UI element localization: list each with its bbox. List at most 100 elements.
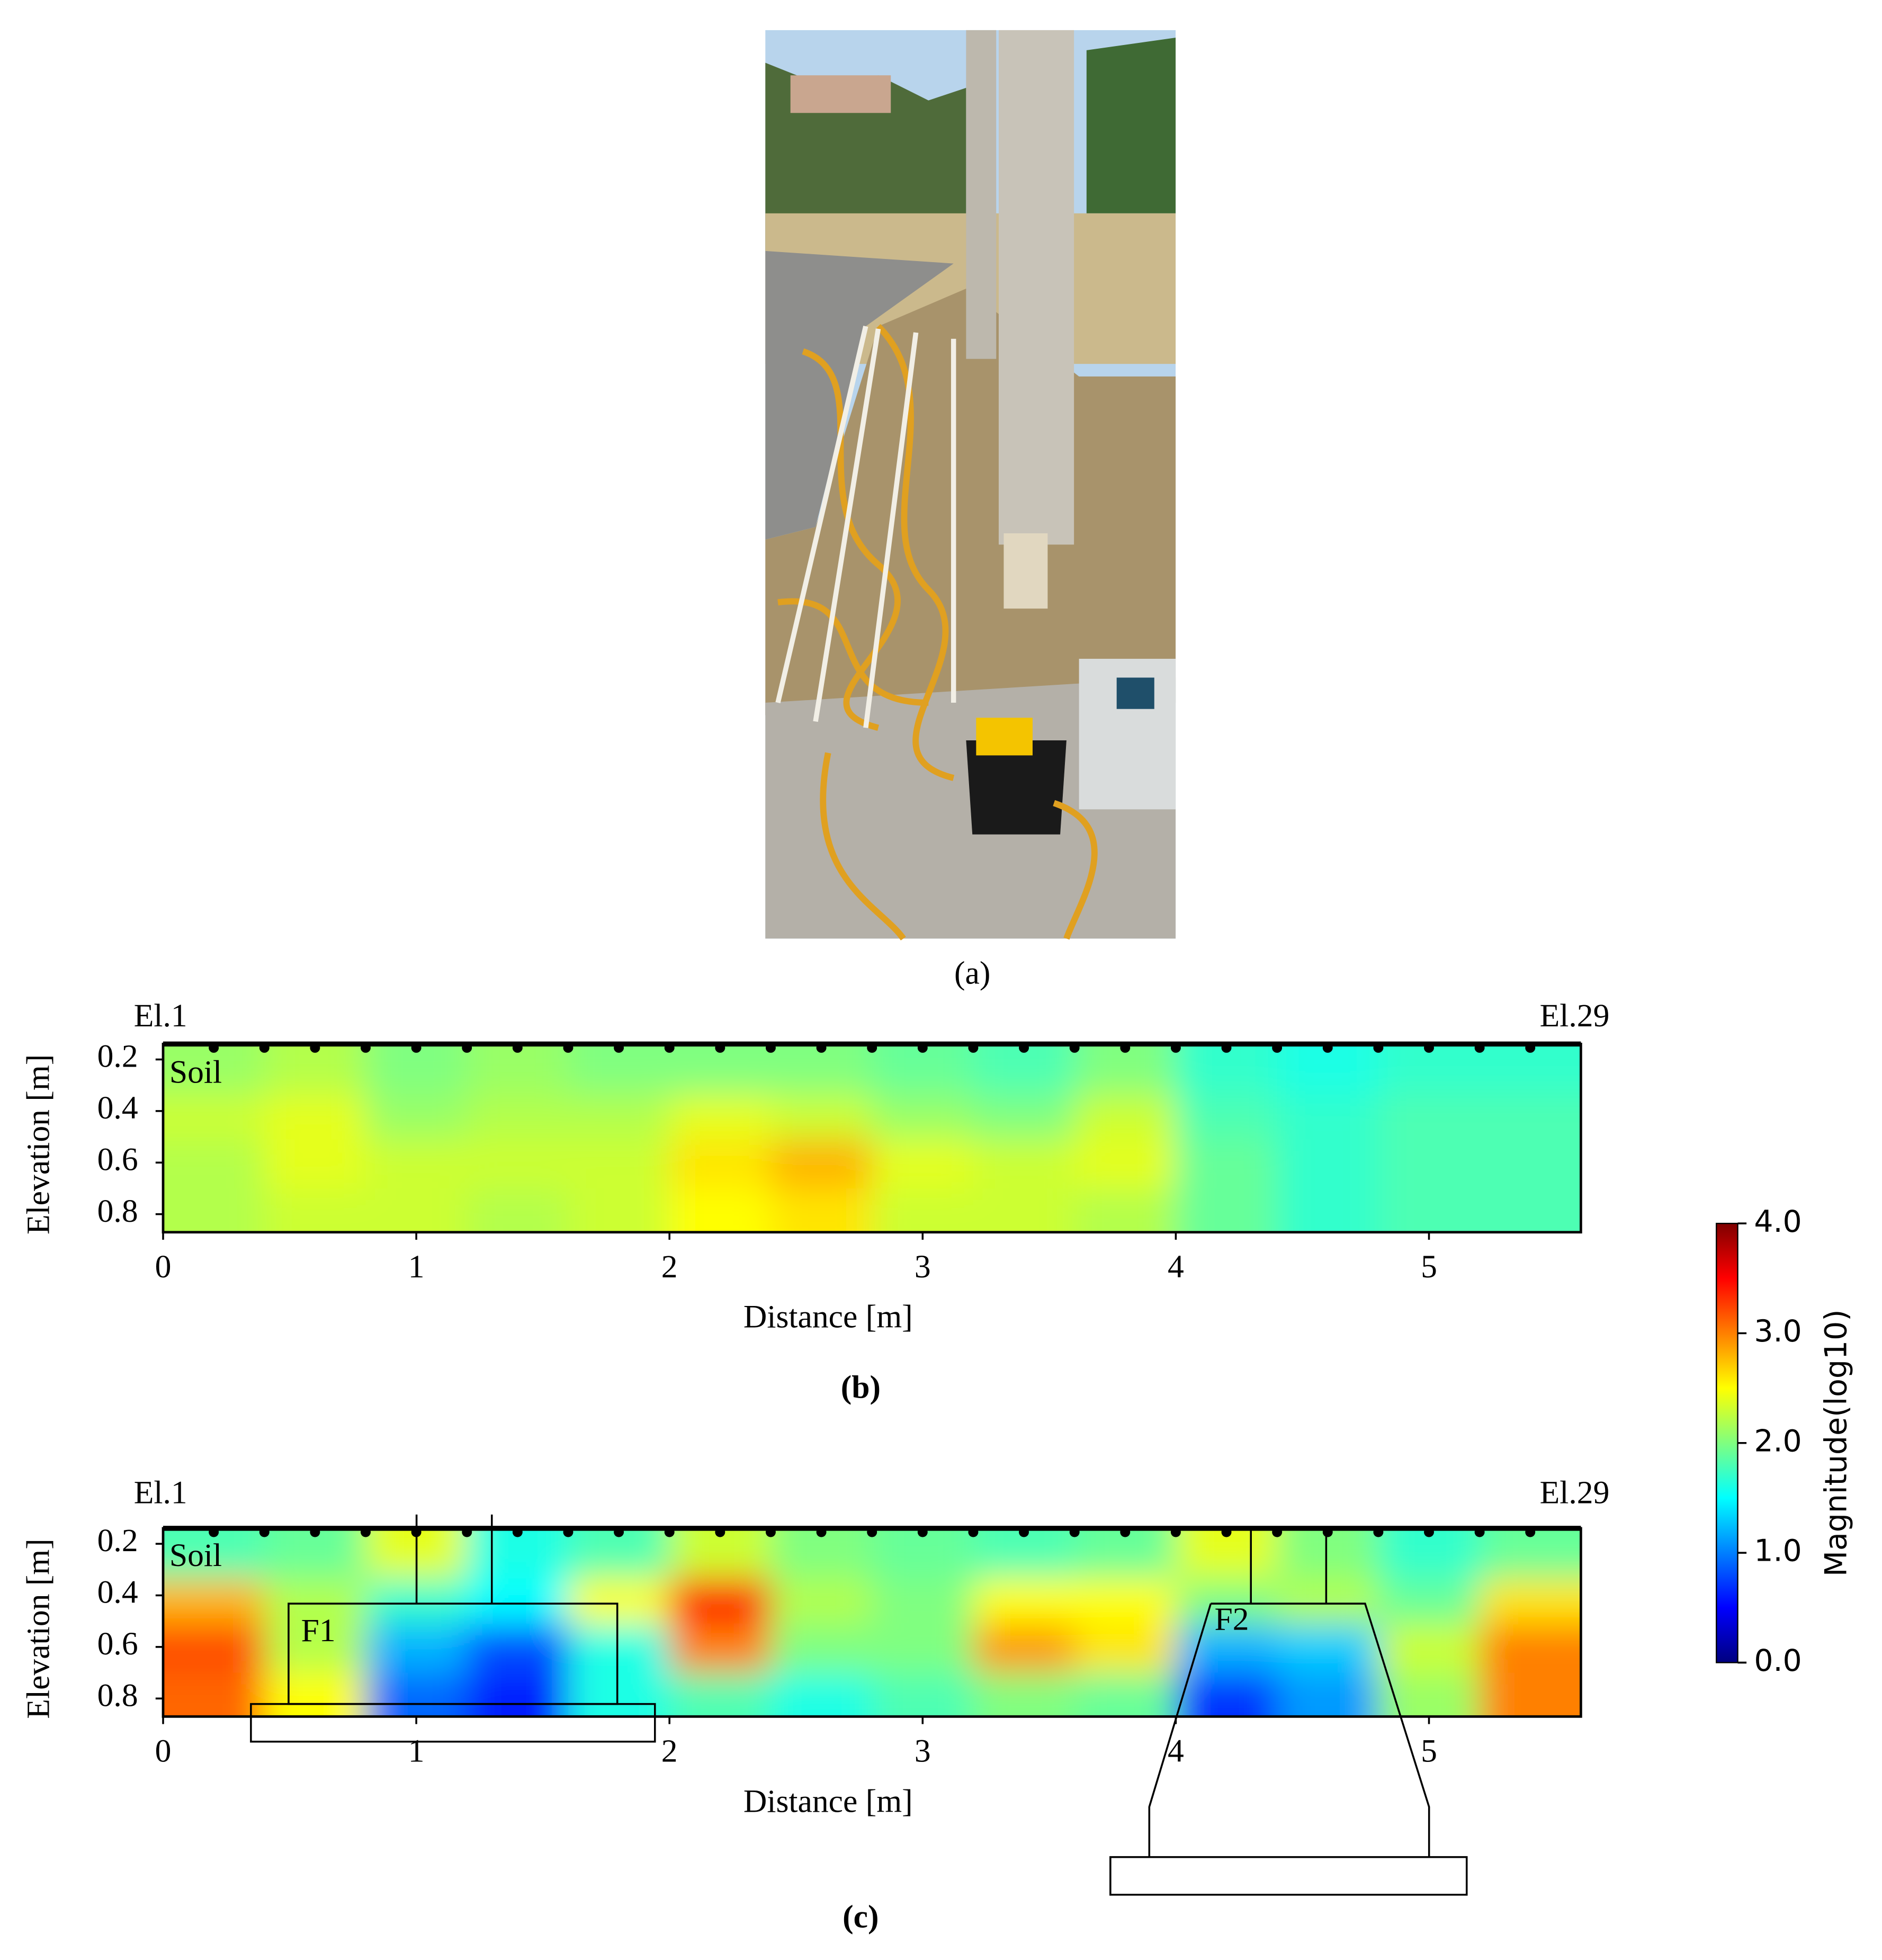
heatmap-cell [365, 1139, 469, 1190]
y-tick-label: 0.8 [97, 1193, 138, 1229]
heatmap-cell [467, 1139, 570, 1190]
heatmap-cell [872, 1188, 975, 1232]
heatmap-cells [163, 1044, 1581, 1232]
heatmap-cell [770, 1139, 874, 1190]
heatmap-cell [163, 1672, 266, 1717]
electrode [563, 1527, 573, 1537]
electrode [512, 1527, 523, 1537]
heatmap-cell [669, 1094, 772, 1141]
heatmap-cell [669, 1188, 772, 1232]
heatmap-cell [1176, 1672, 1279, 1717]
x-axis-label: Distance [m] [743, 1783, 913, 1819]
heatmap-cell [1176, 1188, 1279, 1232]
electrode-label: El.1 [134, 1474, 187, 1510]
heatmap-cell [1176, 1094, 1279, 1141]
heatmap-cell [770, 1624, 874, 1674]
x-tick-label: 3 [915, 1733, 931, 1769]
heatmap-cell [264, 1188, 367, 1232]
electrode [664, 1527, 675, 1537]
heatmap [163, 1528, 1581, 1717]
heatmap-cell [669, 1624, 772, 1674]
electrode [1069, 1527, 1080, 1537]
heatmap-cell [1378, 1139, 1481, 1190]
heatmap-cell [973, 1624, 1076, 1674]
electrode [462, 1527, 472, 1537]
electrode [462, 1042, 472, 1053]
x-tick-label: 4 [1168, 1249, 1184, 1285]
electrode-label: El.1 [134, 998, 187, 1034]
heatmap-cell [973, 1672, 1076, 1717]
heatmap-cell [1074, 1188, 1177, 1232]
electrode [1525, 1042, 1536, 1053]
heatmap-cell [264, 1578, 367, 1625]
heatmap-cell [1277, 1578, 1380, 1625]
electrode [361, 1042, 371, 1053]
electrode [816, 1527, 827, 1537]
y-tick-label: 0.4 [97, 1090, 138, 1126]
heatmap-cell [365, 1672, 469, 1717]
heatmap-cell [365, 1188, 469, 1232]
heatmap-cell [770, 1094, 874, 1141]
electrode [310, 1527, 320, 1537]
electrode [715, 1042, 725, 1053]
x-tick-label: 2 [661, 1249, 678, 1285]
heatmap [163, 1044, 1581, 1232]
heatmap-cell [568, 1094, 671, 1141]
y-axis-label: Elevation [m] [20, 1054, 56, 1234]
photo-caption: (a) [954, 955, 990, 991]
panel-title: (c) [843, 1899, 879, 1935]
x-tick-label: 1 [408, 1249, 425, 1285]
electrode [664, 1042, 675, 1053]
heatmap-cell [1074, 1578, 1177, 1625]
electrode [1373, 1042, 1384, 1053]
electrode [1069, 1042, 1080, 1053]
x-tick-label: 0 [155, 1249, 172, 1285]
electrode [1120, 1042, 1131, 1053]
heatmap-cell [872, 1672, 975, 1717]
electrode [614, 1042, 624, 1053]
electrode [1170, 1042, 1181, 1053]
heatmap-cell [1176, 1578, 1279, 1625]
x-tick-label: 1 [408, 1733, 425, 1769]
y-tick-label: 0.6 [97, 1626, 138, 1662]
colorbar-tick-label: 0.0 [1754, 1643, 1802, 1678]
electrode [1272, 1527, 1283, 1537]
heatmap-cell [973, 1094, 1076, 1141]
electrode [715, 1527, 725, 1537]
electrode [1525, 1527, 1536, 1537]
heatmap-cell [1480, 1672, 1581, 1717]
heatmap-cell [568, 1188, 671, 1232]
electrode [563, 1042, 573, 1053]
heatmap-cell [1074, 1094, 1177, 1141]
heatmap-cell [1277, 1672, 1380, 1717]
electrode [1322, 1042, 1333, 1053]
electrode [1474, 1527, 1485, 1537]
heatmap-cell [1378, 1094, 1481, 1141]
heatmap-cells [163, 1528, 1581, 1717]
electrode [1221, 1527, 1232, 1537]
heatmap-cell [669, 1578, 772, 1625]
heatmap-cell [163, 1094, 266, 1141]
panel-title: (b) [841, 1369, 881, 1405]
heatmap-cell [1480, 1094, 1581, 1141]
electrode [1221, 1042, 1232, 1053]
heatmap-cell [568, 1624, 671, 1674]
electrode [209, 1042, 219, 1053]
heatmap-cell [467, 1672, 570, 1717]
heatmap-cell [1277, 1139, 1380, 1190]
electrode [765, 1042, 776, 1053]
electrode [614, 1527, 624, 1537]
electrode [1120, 1527, 1131, 1537]
y-tick-label: 0.4 [97, 1574, 138, 1610]
site-photo [765, 30, 1176, 941]
colorbar-tick-label: 4.0 [1754, 1204, 1802, 1239]
electrode [259, 1527, 270, 1537]
heatmap-cell [669, 1139, 772, 1190]
x-tick-label: 0 [155, 1733, 172, 1769]
heatmap-cell [872, 1624, 975, 1674]
y-tick-label: 0.6 [97, 1141, 138, 1177]
y-tick-label: 0.2 [97, 1523, 138, 1559]
heatmap-cell [467, 1094, 570, 1141]
heatmap-cell [163, 1188, 266, 1232]
